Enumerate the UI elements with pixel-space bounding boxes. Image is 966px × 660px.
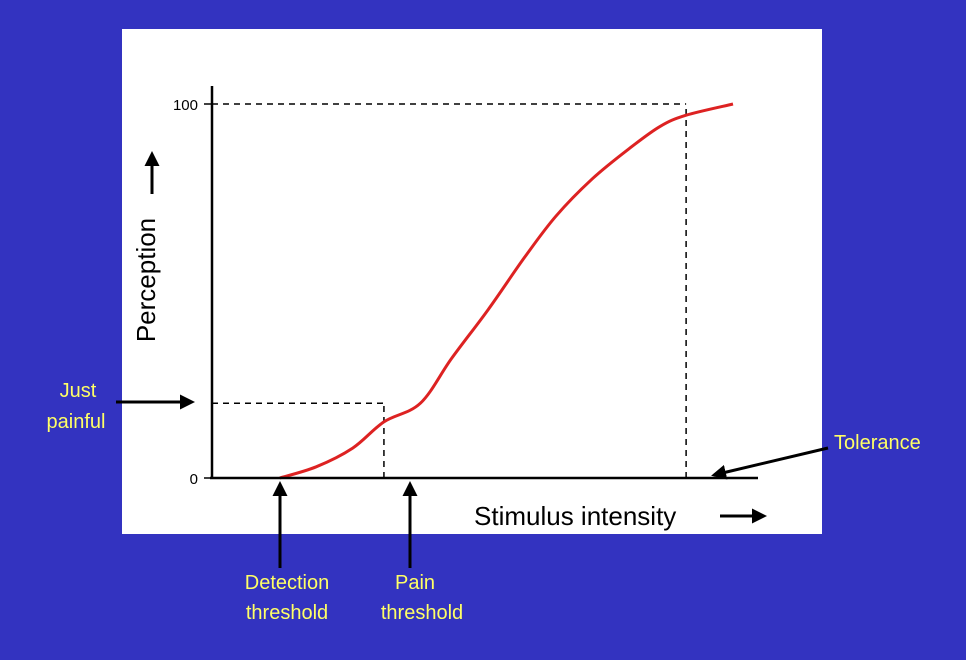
just-painful-label-line-2: painful — [47, 411, 106, 433]
y-axis-title: Perception — [131, 218, 161, 342]
just-painful-label-line-1: Just — [60, 380, 97, 402]
x-axis-title: Stimulus intensity — [474, 501, 676, 531]
detection-threshold-label-line-1: Detection — [245, 572, 330, 594]
y-tick-label-0: 0 — [190, 471, 198, 488]
chart-panel — [122, 29, 822, 534]
reference-lines — [212, 103, 687, 478]
perception-curve — [279, 102, 734, 480]
tolerance-label: Tolerance — [834, 432, 921, 454]
y-tick-label-100: 100 — [173, 97, 198, 114]
detection-threshold-label-line-2: threshold — [246, 602, 328, 624]
tolerance-arrow-icon — [711, 446, 829, 480]
pain-threshold-label-line-2: threshold — [381, 602, 463, 624]
pain-threshold-label-line-1: Pain — [395, 572, 435, 594]
